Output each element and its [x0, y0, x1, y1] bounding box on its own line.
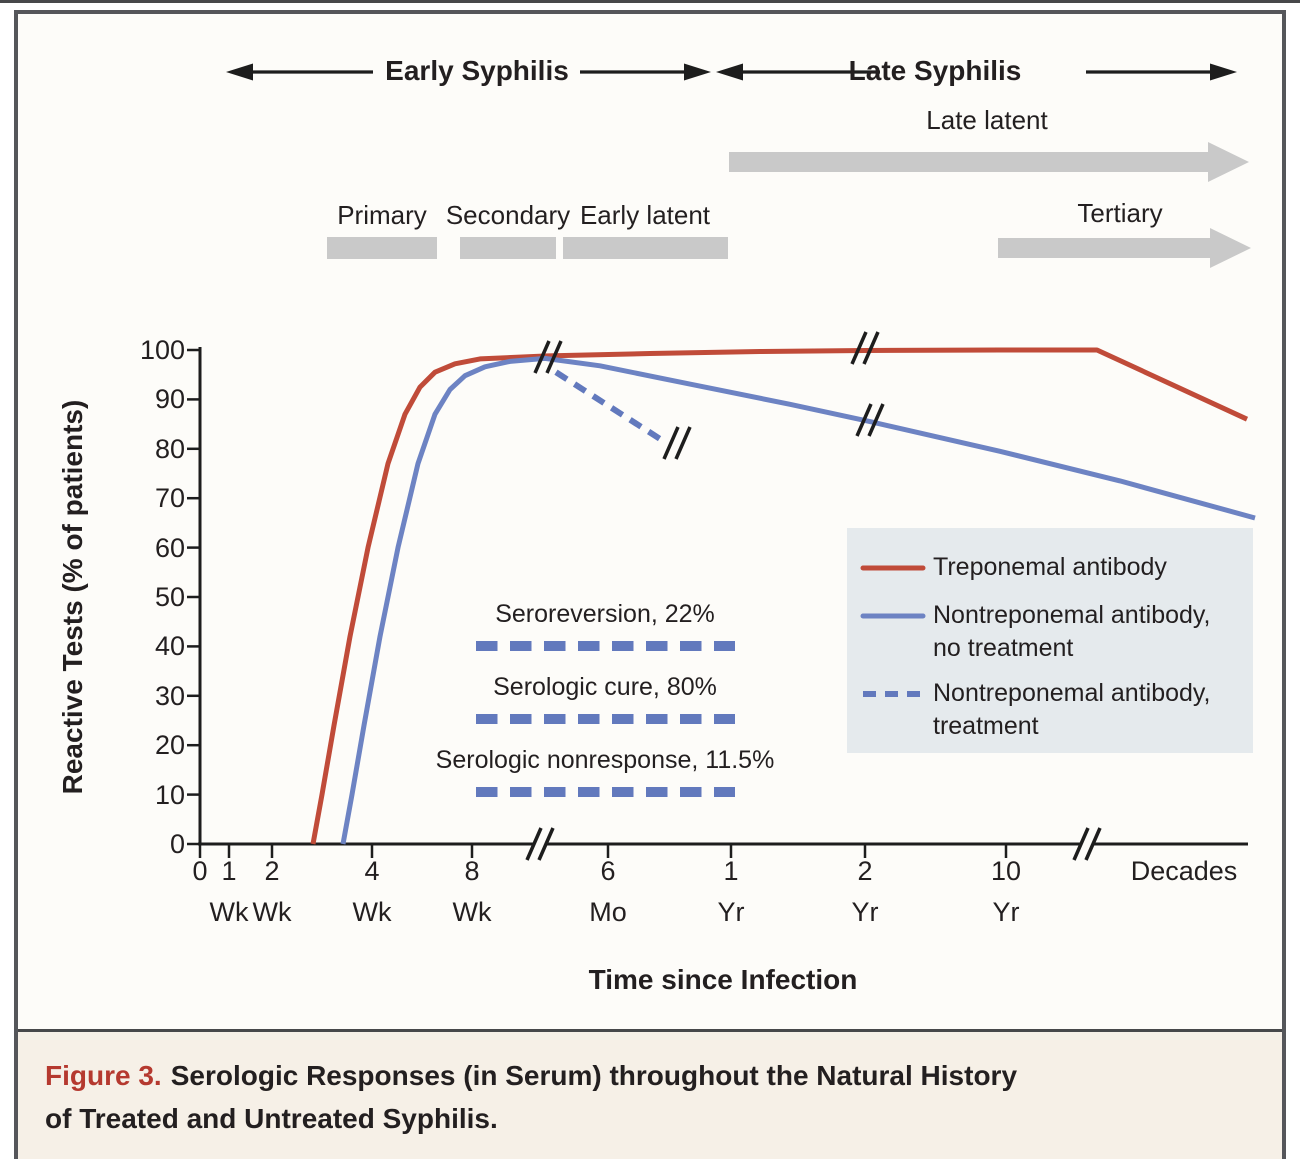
- legend-label: treatment: [933, 712, 1039, 740]
- y-tick-label: 80: [154, 433, 185, 464]
- annotation-dash-line: [476, 641, 735, 651]
- early-syphilis-left-arrowhead-icon: [226, 63, 253, 81]
- y-tick-label: 70: [154, 483, 185, 514]
- tertiary-arrow-body: [998, 238, 1210, 258]
- x-tick-label: Decades: [1130, 856, 1238, 886]
- x-tick-unit: Wk: [252, 897, 292, 927]
- x-tick-label: 10: [990, 856, 1022, 886]
- legend-label: Nontreponemal antibody,: [933, 601, 1211, 629]
- chart-background: [18, 14, 1282, 1030]
- scale-break-mark: [662, 426, 680, 460]
- scale-break-mark: [674, 426, 692, 460]
- x-tick-label: 1: [723, 856, 739, 886]
- axis-break-gap: [528, 825, 552, 863]
- primary-stage-label: Primary: [337, 200, 427, 230]
- series-line-nontreponemal-antibody-no-treatment: [340, 355, 1256, 845]
- caption-background: [18, 1032, 1282, 1159]
- caption-divider: [18, 1029, 1282, 1032]
- early-latent-stage-bar: [563, 237, 728, 259]
- y-tick-label: 40: [154, 631, 185, 662]
- y-tick-label: 20: [154, 730, 185, 761]
- y-tick-label: 60: [154, 532, 185, 563]
- secondary-stage-label: Secondary: [445, 200, 571, 230]
- y-tick-label: 100: [139, 335, 185, 365]
- scale-break-mark: [862, 331, 880, 365]
- x-tick-unit: Mo: [589, 897, 627, 927]
- x-tick-label: 2: [264, 856, 280, 886]
- annotation-dash-line: [476, 714, 735, 724]
- x-tick-unit: Wk: [209, 897, 249, 927]
- legend-label: Treponemal antibody: [933, 553, 1167, 581]
- caption-line-1: Figure 3. Serologic Responses (in Serum) …: [45, 1060, 1017, 1092]
- caption-figure-number: Figure 3.: [45, 1060, 162, 1091]
- legend-label: no treatment: [933, 634, 1074, 662]
- scale-break-mark: [867, 403, 885, 437]
- scale-break-mark: [1072, 827, 1090, 861]
- annotation-dash-line: [476, 787, 735, 797]
- x-tick-label: 4: [364, 856, 380, 886]
- late-syphilis-label: Late Syphilis: [848, 55, 1022, 86]
- late-syphilis-left-arrowhead-icon: [716, 63, 743, 81]
- tertiary-stage-label: Tertiary: [1077, 198, 1163, 228]
- x-tick-unit: Yr: [717, 897, 745, 927]
- y-tick-label: 90: [154, 384, 185, 415]
- scale-break-mark: [850, 331, 868, 365]
- y-tick-label: 10: [154, 779, 185, 810]
- scale-break-mark: [537, 827, 555, 861]
- early-latent-stage-label: Early latent: [579, 200, 711, 230]
- y-tick-label: 30: [154, 680, 185, 711]
- annotation-text: Serologic cure, 80%: [493, 673, 717, 701]
- annotation-text: Serologic nonresponse, 11.5%: [435, 746, 775, 774]
- y-axis-title: Reactive Tests (% of patients): [57, 399, 88, 795]
- scale-break-mark: [525, 827, 543, 861]
- scale-break-mark: [533, 340, 551, 374]
- top-rule: [0, 0, 1300, 3]
- series-line-treponemal-antibody: [310, 347, 1249, 845]
- x-axis-title: Time since Infection: [588, 964, 858, 995]
- legend-label: Nontreponemal antibody,: [933, 679, 1211, 707]
- x-tick-unit: Wk: [352, 897, 392, 927]
- scale-break-mark: [1084, 827, 1102, 861]
- annotation-text: Seroreversion, 22%: [495, 600, 715, 628]
- x-tick-label: 0: [192, 856, 208, 886]
- tertiary-arrow-head-icon: [1210, 228, 1251, 268]
- early-syphilis-right-arrowhead-icon: [684, 63, 711, 81]
- late-latent-arrow-head-icon: [1208, 142, 1249, 182]
- y-tick-label: 0: [169, 829, 185, 859]
- x-tick-unit: Wk: [452, 897, 492, 927]
- x-tick-label: 2: [857, 856, 873, 886]
- late-latent-arrow-body: [729, 152, 1208, 172]
- x-tick-unit: Yr: [851, 897, 879, 927]
- figure-border: [14, 10, 1286, 1159]
- x-tick-label: 6: [600, 856, 616, 886]
- secondary-stage-bar: [460, 237, 556, 259]
- primary-stage-bar: [327, 237, 437, 259]
- x-tick-label: 1: [221, 856, 237, 886]
- x-tick-unit: Yr: [992, 897, 1020, 927]
- late-syphilis-right-arrowhead-icon: [1210, 63, 1237, 81]
- scale-break-mark: [545, 340, 563, 374]
- axis-break-gap: [1075, 825, 1099, 863]
- y-tick-label: 50: [154, 582, 185, 612]
- caption-line-2: of Treated and Untreated Syphilis.: [45, 1103, 498, 1134]
- scale-break-mark: [855, 403, 873, 437]
- x-tick-label: 8: [464, 856, 480, 886]
- early-syphilis-label: Early Syphilis: [385, 55, 569, 86]
- caption-text-1: Serologic Responses (in Serum) throughou…: [170, 1060, 1018, 1091]
- late-latent-label: Late latent: [926, 105, 1048, 135]
